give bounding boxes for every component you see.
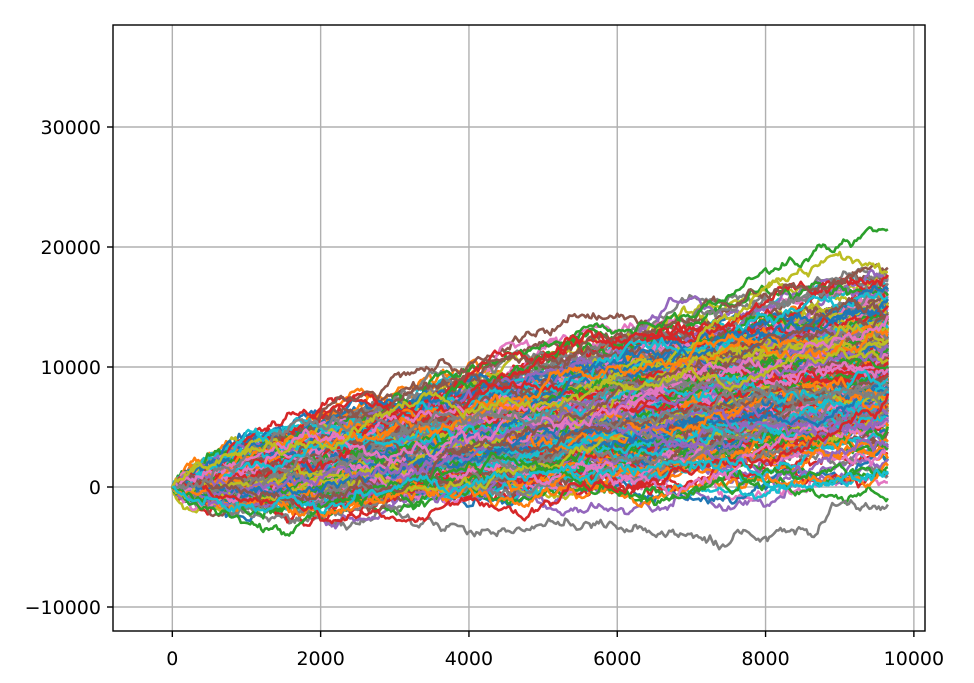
series-line (171, 377, 889, 490)
series-line (171, 347, 889, 488)
series-line (171, 462, 889, 518)
plot-frame (112, 24, 926, 632)
x-tick-label: 10000 (884, 648, 944, 670)
x-tick-label: 0 (166, 648, 178, 670)
y-tick-label: 10000 (41, 357, 101, 379)
series-line (171, 296, 889, 506)
y-tick-label: 0 (89, 477, 101, 499)
series-layer (171, 226, 890, 551)
series-line (172, 456, 889, 515)
y-tick-label: 20000 (41, 237, 101, 259)
y-tick-label: 30000 (41, 117, 101, 139)
x-axis: 0 2000 4000 6000 8000 10000 (166, 631, 944, 670)
series-line (171, 369, 890, 488)
x-tick-label: 6000 (593, 648, 641, 670)
series-line (171, 451, 889, 537)
series-line (172, 377, 889, 489)
series-line (171, 328, 889, 497)
x-tick-label: 4000 (445, 648, 493, 670)
series-line (171, 315, 890, 489)
x-tick-label: 8000 (741, 648, 789, 670)
y-tick-label: −10000 (25, 597, 101, 619)
y-axis: −10000 0 10000 20000 30000 (25, 117, 113, 619)
series-line (171, 486, 889, 551)
x-tick-label: 2000 (296, 648, 344, 670)
